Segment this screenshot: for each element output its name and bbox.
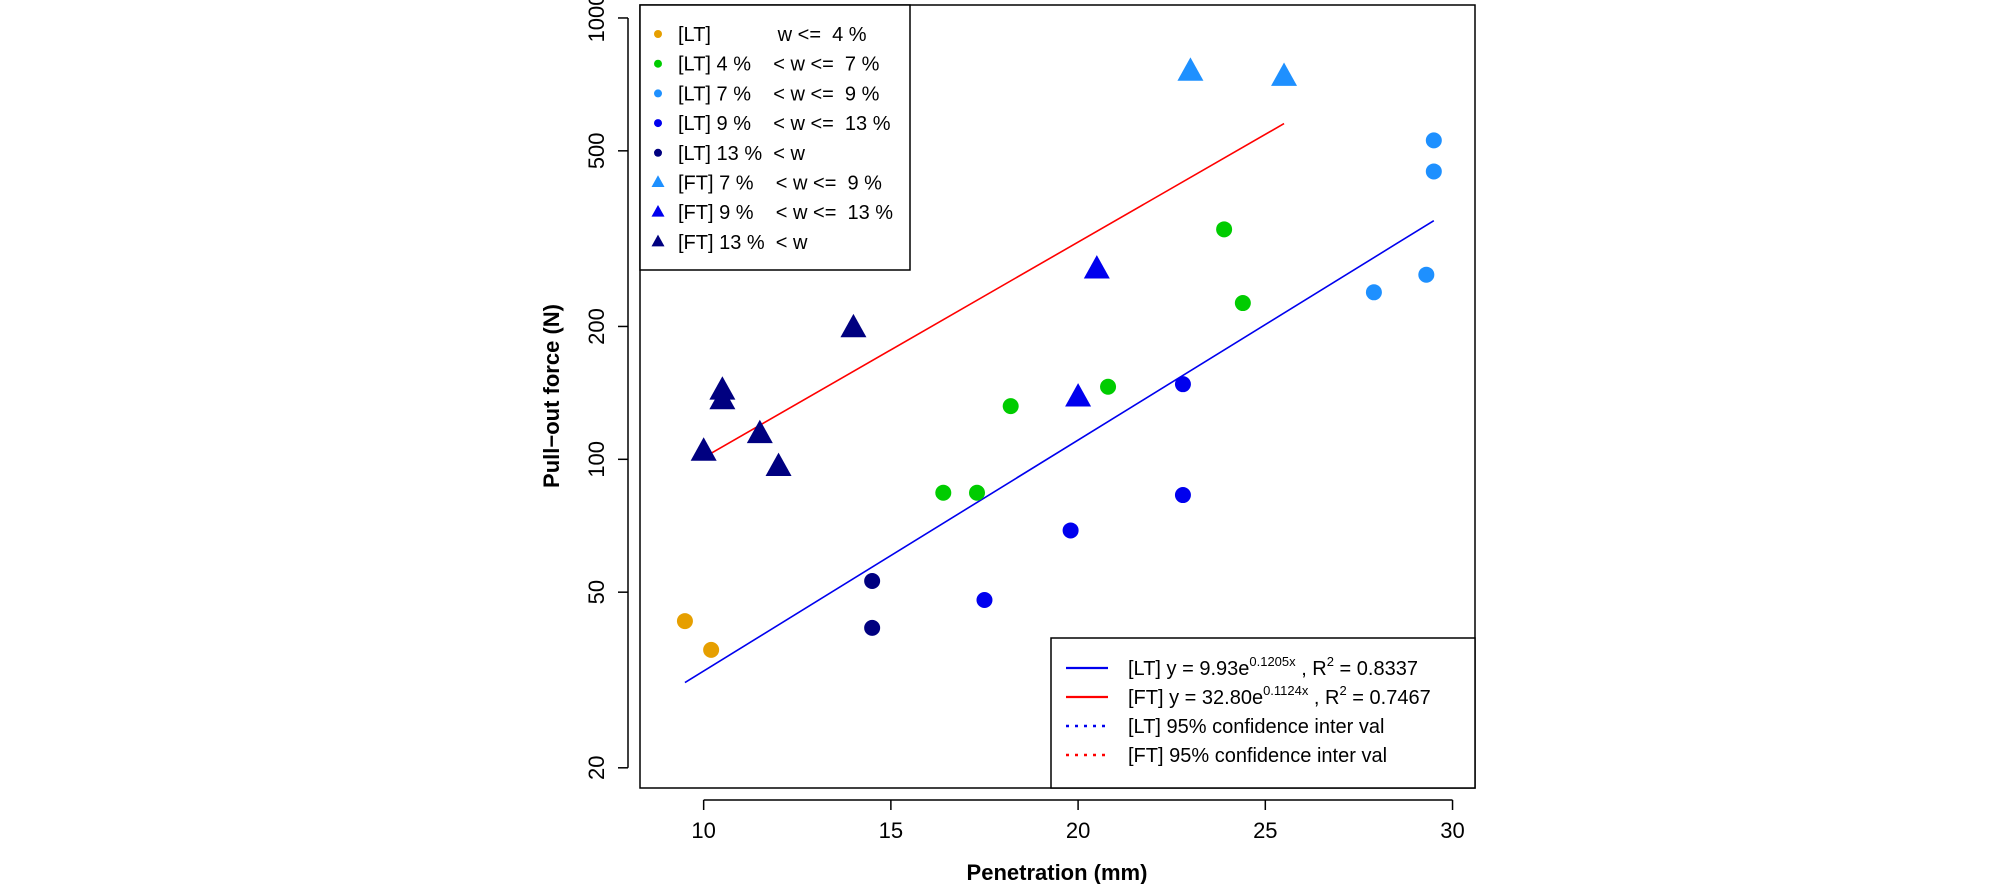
data-point: [935, 484, 952, 501]
data-point: [1365, 284, 1382, 301]
legend-marker: [651, 175, 665, 187]
data-point: [1174, 376, 1191, 393]
x-tick-label: 20: [1066, 818, 1090, 843]
legend-marker: [654, 59, 662, 68]
data-point: [1062, 522, 1079, 539]
y-axis: 20 50 100 200 500 1000: [584, 0, 629, 780]
data-point: [864, 573, 881, 590]
x-axis-title: Penetration (mm): [967, 860, 1148, 884]
x-axis: 10 15 20 25 30: [691, 799, 1465, 843]
legend-label: [FT] 9 % < w <= 13 %: [678, 202, 893, 224]
data-point: [1271, 62, 1298, 86]
y-tick-label: 200: [584, 308, 609, 345]
y-tick-label: 1000: [584, 0, 609, 42]
data-point: [1083, 255, 1110, 279]
data-point: [1234, 295, 1251, 312]
data-point: [1002, 398, 1019, 415]
legend-label: [LT] 9 % < w <= 13 %: [678, 113, 891, 135]
fit-line: [703, 122, 1285, 459]
legend-marker: [654, 148, 662, 157]
ci-legend-label: [LT] 95% confidence inter val: [1128, 716, 1384, 738]
x-tick-label: 30: [1440, 818, 1464, 843]
x-tick-label: 15: [879, 818, 903, 843]
fit-legend-label: [LT] y = 9.93e0.1205x , R2 = 0.8337: [1128, 654, 1418, 680]
data-point: [840, 313, 867, 338]
data-point: [746, 419, 773, 444]
x-tick-label: 25: [1253, 818, 1277, 843]
legend-label: [LT] 7 % < w <= 9 %: [678, 83, 880, 105]
x-tick-label: 10: [691, 818, 715, 843]
legend-label: [LT] w <= 4 %: [678, 24, 867, 46]
data-point: [976, 591, 993, 608]
data-point: [1174, 487, 1191, 504]
y-tick-label: 100: [584, 441, 609, 478]
data-point: [1425, 132, 1442, 149]
legend-marker: [651, 204, 665, 217]
data-point: [968, 484, 985, 501]
legend-label: [LT] 4 % < w <= 7 %: [678, 54, 880, 76]
data-point: [864, 619, 881, 636]
legend-label: [FT] 13 % < w: [678, 232, 808, 254]
legend-series: [LT] w <= 4 % [LT] 4 % < w <= 7 % [LT] 7 %…: [639, 4, 911, 271]
data-points: [676, 57, 1442, 658]
data-point: [1216, 221, 1233, 238]
fit-line: [684, 219, 1435, 684]
data-point: [1425, 163, 1442, 180]
fit-lines: [684, 122, 1435, 684]
data-point: [1100, 378, 1117, 395]
legend-marker: [654, 89, 662, 98]
data-point: [703, 641, 720, 658]
legend-fits: [LT] y = 9.93e0.1205x , R2 = 0.8337 [FT] …: [1050, 637, 1476, 789]
legend-box: [639, 4, 911, 271]
data-point: [690, 437, 717, 461]
y-tick-label: 50: [584, 580, 609, 604]
y-tick-label: 500: [584, 132, 609, 169]
legend-marker: [651, 234, 665, 247]
fit-legend-box: [1050, 637, 1476, 789]
legend-marker: [654, 119, 662, 128]
data-point: [1418, 266, 1435, 283]
ci-legend-label: [FT] 95% confidence inter val: [1128, 745, 1387, 767]
data-point: [1177, 57, 1204, 81]
y-tick-label: 20: [584, 756, 609, 780]
fit-legend-label: [FT] y = 32.80e0.1124x , R2 = 0.7467: [1128, 683, 1431, 709]
data-point: [1065, 383, 1092, 407]
legend-label: [LT] 13 % < w: [678, 143, 805, 165]
legend-marker: [654, 30, 662, 38]
data-point: [765, 452, 792, 477]
y-axis-title: Pull−out force (N): [539, 304, 564, 488]
legend-label: [FT] 7 % < w <= 9 %: [678, 173, 882, 195]
data-point: [709, 376, 736, 400]
data-point: [676, 613, 693, 630]
